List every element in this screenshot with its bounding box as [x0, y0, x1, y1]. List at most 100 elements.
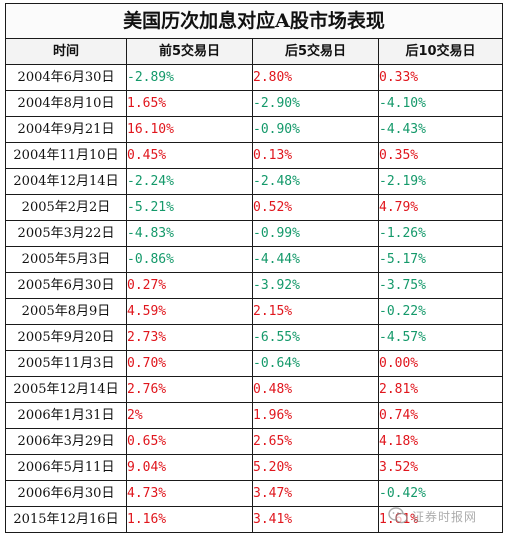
- pre5-cell: 2.73%: [126, 324, 253, 351]
- post10-cell: 0.33%: [378, 64, 503, 91]
- post10-cell: -4.57%: [378, 324, 503, 351]
- post5-cell: -2.48%: [252, 168, 379, 195]
- post5-cell: -2.90%: [252, 90, 379, 117]
- date-cell: 2006年1月31日: [5, 402, 127, 429]
- table-row: 2005年5月3日 -0.86% -4.44% -5.17%: [5, 246, 503, 273]
- post5-cell: 2.15%: [252, 298, 379, 325]
- post5-cell: 0.13%: [252, 142, 379, 169]
- table-row: 2005年2月2日 -5.21% 0.52% 4.79%: [5, 194, 503, 221]
- table-row: 2006年6月30日 4.73% 3.47% -0.42%: [5, 480, 503, 507]
- date-cell: 2005年6月30日: [5, 272, 127, 299]
- post10-cell: -0.22%: [378, 298, 503, 325]
- pre5-cell: 4.59%: [126, 298, 253, 325]
- post10-cell: 0.35%: [378, 142, 503, 169]
- table-row: 2006年5月11日 9.04% 5.20% 3.52%: [5, 454, 503, 481]
- post10-cell: -5.17%: [378, 246, 503, 273]
- table-row: 2005年12月14日 2.76% 0.48% 2.81%: [5, 376, 503, 403]
- date-cell: 2005年9月20日: [5, 324, 127, 351]
- pre5-cell: 1.65%: [126, 90, 253, 117]
- date-cell: 2005年12月14日: [5, 376, 127, 403]
- post5-cell: 3.47%: [252, 480, 379, 507]
- table-row: 2004年6月30日 -2.89% 2.80% 0.33%: [5, 64, 503, 91]
- pre5-cell: -2.89%: [126, 64, 253, 91]
- rate-hike-table: 美国历次加息对应A股市场表现 时间 前5交易日 后5交易日 后10交易日 200…: [5, 3, 503, 533]
- pre5-cell: -5.21%: [126, 194, 253, 221]
- watermark: 证券时报网: [388, 507, 477, 525]
- pre5-cell: -0.86%: [126, 246, 253, 273]
- pre5-cell: 0.45%: [126, 142, 253, 169]
- post5-cell: -6.55%: [252, 324, 379, 351]
- post10-cell: -1.26%: [378, 220, 503, 247]
- table-body: 2004年6月30日 -2.89% 2.80% 0.33% 2004年8月10日 1.65…: [5, 64, 503, 533]
- post5-cell: 2.80%: [252, 64, 379, 91]
- header-date: 时间: [5, 38, 127, 65]
- date-cell: 2004年6月30日: [5, 64, 127, 91]
- table-row: 2006年3月29日 0.65% 2.65% 4.18%: [5, 428, 503, 455]
- header-post10: 后10交易日: [378, 38, 503, 65]
- table-row: 2005年8月9日 4.59% 2.15% -0.22%: [5, 298, 503, 325]
- table-row: 2005年3月22日 -4.83% -0.99% -1.26%: [5, 220, 503, 247]
- pre5-cell: 0.70%: [126, 350, 253, 377]
- watermark-text: 证券时报网: [411, 509, 477, 524]
- post10-cell: 4.18%: [378, 428, 503, 455]
- date-cell: 2006年5月11日: [5, 454, 127, 481]
- post5-cell: -0.90%: [252, 116, 379, 143]
- pre5-cell: 0.65%: [126, 428, 253, 455]
- post5-cell: 5.20%: [252, 454, 379, 481]
- pre5-cell: 2.76%: [126, 376, 253, 403]
- post10-cell: 0.00%: [378, 350, 503, 377]
- post5-cell: 0.48%: [252, 376, 379, 403]
- table-row: 2004年9月21日 16.10% -0.90% -4.43%: [5, 116, 503, 143]
- date-cell: 2004年8月10日: [5, 90, 127, 117]
- pre5-cell: 16.10%: [126, 116, 253, 143]
- post5-cell: -4.44%: [252, 246, 379, 273]
- table-row: 2005年9月20日 2.73% -6.55% -4.57%: [5, 324, 503, 351]
- date-cell: 2004年11月10日: [5, 142, 127, 169]
- post10-cell: -4.10%: [378, 90, 503, 117]
- header-pre5: 前5交易日: [126, 38, 253, 65]
- post5-cell: 3.41%: [252, 506, 379, 533]
- date-cell: 2006年6月30日: [5, 480, 127, 507]
- date-cell: 2005年8月9日: [5, 298, 127, 325]
- date-cell: 2004年12月14日: [5, 168, 127, 195]
- pre5-cell: 1.16%: [126, 506, 253, 533]
- post10-cell: -3.75%: [378, 272, 503, 299]
- post10-cell: -0.42%: [378, 480, 503, 507]
- post10-cell: -4.43%: [378, 116, 503, 143]
- header-post5: 后5交易日: [252, 38, 379, 65]
- pre5-cell: -4.83%: [126, 220, 253, 247]
- pre5-cell: -2.24%: [126, 168, 253, 195]
- pre5-cell: 2%: [126, 402, 253, 429]
- date-cell: 2006年3月29日: [5, 428, 127, 455]
- table-row: 2004年12月14日 -2.24% -2.48% -2.19%: [5, 168, 503, 195]
- date-cell: 2005年11月3日: [5, 350, 127, 377]
- post10-cell: 3.52%: [378, 454, 503, 481]
- date-cell: 2015年12月16日: [5, 506, 127, 533]
- date-cell: 2005年3月22日: [5, 220, 127, 247]
- table-row: 2006年1月31日 2% 1.96% 0.74%: [5, 402, 503, 429]
- table-row: 2004年8月10日 1.65% -2.90% -4.10%: [5, 90, 503, 117]
- header-row: 时间 前5交易日 后5交易日 后10交易日: [5, 38, 503, 65]
- post5-cell: -3.92%: [252, 272, 379, 299]
- table-row: 2004年11月10日 0.45% 0.13% 0.35%: [5, 142, 503, 169]
- table-row: 2005年11月3日 0.70% -0.64% 0.00%: [5, 350, 503, 377]
- post10-cell: 2.81%: [378, 376, 503, 403]
- table-container: 美国历次加息对应A股市场表现 时间 前5交易日 后5交易日 后10交易日 200…: [5, 3, 503, 533]
- table-row: 2005年6月30日 0.27% -3.92% -3.75%: [5, 272, 503, 299]
- pre5-cell: 0.27%: [126, 272, 253, 299]
- post5-cell: 0.52%: [252, 194, 379, 221]
- post10-cell: 0.74%: [378, 402, 503, 429]
- post5-cell: -0.64%: [252, 350, 379, 377]
- date-cell: 2004年9月21日: [5, 116, 127, 143]
- post10-cell: 4.79%: [378, 194, 503, 221]
- table-title: 美国历次加息对应A股市场表现: [5, 3, 503, 39]
- date-cell: 2005年5月3日: [5, 246, 127, 273]
- post5-cell: 2.65%: [252, 428, 379, 455]
- post5-cell: 1.96%: [252, 402, 379, 429]
- pre5-cell: 9.04%: [126, 454, 253, 481]
- post10-cell: -2.19%: [378, 168, 503, 195]
- pre5-cell: 4.73%: [126, 480, 253, 507]
- date-cell: 2005年2月2日: [5, 194, 127, 221]
- wechat-bubble-icon: [388, 507, 408, 524]
- post5-cell: -0.99%: [252, 220, 379, 247]
